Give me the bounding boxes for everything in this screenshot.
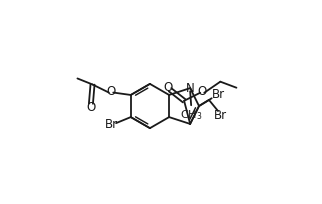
Text: Br: Br [105,118,118,131]
Text: N: N [186,82,194,95]
Text: CH$_3$: CH$_3$ [180,108,203,122]
Text: O: O [163,81,172,94]
Text: O: O [86,101,95,114]
Text: Br: Br [213,109,227,122]
Text: O: O [198,85,207,98]
Text: Br: Br [212,88,225,101]
Text: O: O [106,85,115,99]
